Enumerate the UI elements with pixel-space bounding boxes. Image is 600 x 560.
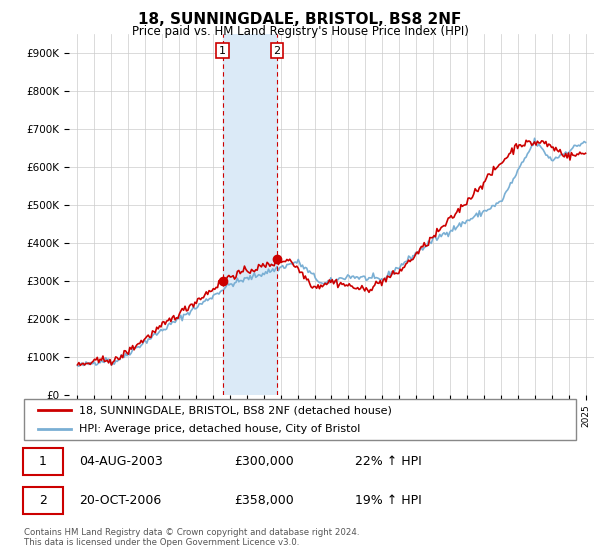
Text: HPI: Average price, detached house, City of Bristol: HPI: Average price, detached house, City… [79,424,361,433]
Text: 04-AUG-2003: 04-AUG-2003 [79,455,163,468]
Text: Price paid vs. HM Land Registry's House Price Index (HPI): Price paid vs. HM Land Registry's House … [131,25,469,38]
FancyBboxPatch shape [24,399,576,440]
Text: 19% ↑ HPI: 19% ↑ HPI [355,494,422,507]
Text: 18, SUNNINGDALE, BRISTOL, BS8 2NF (detached house): 18, SUNNINGDALE, BRISTOL, BS8 2NF (detac… [79,405,392,415]
Bar [223,34,277,395]
Text: 20-OCT-2006: 20-OCT-2006 [79,494,161,507]
Text: £300,000: £300,000 [234,455,293,468]
Text: 2: 2 [39,494,47,507]
Text: 2: 2 [274,46,281,55]
Text: 18, SUNNINGDALE, BRISTOL, BS8 2NF: 18, SUNNINGDALE, BRISTOL, BS8 2NF [139,12,461,27]
Text: £358,000: £358,000 [234,494,293,507]
Text: Contains HM Land Registry data © Crown copyright and database right 2024.
This d: Contains HM Land Registry data © Crown c… [24,528,359,547]
Text: 1: 1 [219,46,226,55]
Text: 1: 1 [39,455,47,468]
Text: 22% ↑ HPI: 22% ↑ HPI [355,455,422,468]
FancyBboxPatch shape [23,487,62,514]
FancyBboxPatch shape [23,448,62,475]
